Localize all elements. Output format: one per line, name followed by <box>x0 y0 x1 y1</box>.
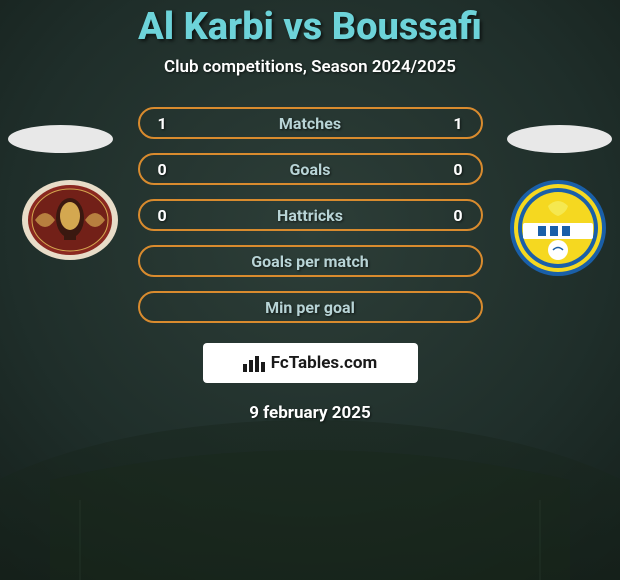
player-ellipse-left <box>8 125 113 153</box>
stat-label: Goals per match <box>188 252 433 271</box>
subtitle: Club competitions, Season 2024/2025 <box>164 57 456 77</box>
stat-value: 0 <box>433 206 463 225</box>
page-title: Al Karbi vs Boussafi <box>138 5 482 49</box>
stat-label: Hattricks <box>188 206 433 225</box>
date-text: 9 february 2025 <box>249 403 371 423</box>
stats-list: 1 Matches 1 0 Goals 0 0 Hattricks 0 Goal… <box>138 107 483 323</box>
stat-value: 1 <box>433 114 463 133</box>
stat-value: 0 <box>158 206 188 225</box>
stat-value: 0 <box>158 160 188 179</box>
stat-label: Matches <box>188 114 433 133</box>
stat-label: Goals <box>188 160 433 179</box>
branding-badge[interactable]: FcTables.com <box>203 343 418 383</box>
stat-value: 1 <box>158 114 188 133</box>
stat-row-hattricks: 0 Hattricks 0 <box>138 199 483 231</box>
stat-row-matches: 1 Matches 1 <box>138 107 483 139</box>
stat-row-goals-per-match: Goals per match <box>138 245 483 277</box>
chart-icon <box>243 354 265 372</box>
player-ellipse-right <box>507 125 612 153</box>
club-logo-left <box>20 178 120 263</box>
stat-row-min-per-goal: Min per goal <box>138 291 483 323</box>
stat-label: Min per goal <box>188 298 433 317</box>
stat-row-goals: 0 Goals 0 <box>138 153 483 185</box>
branding-text: FcTables.com <box>271 353 377 373</box>
stat-value: 0 <box>433 160 463 179</box>
club-logo-right <box>508 178 608 278</box>
